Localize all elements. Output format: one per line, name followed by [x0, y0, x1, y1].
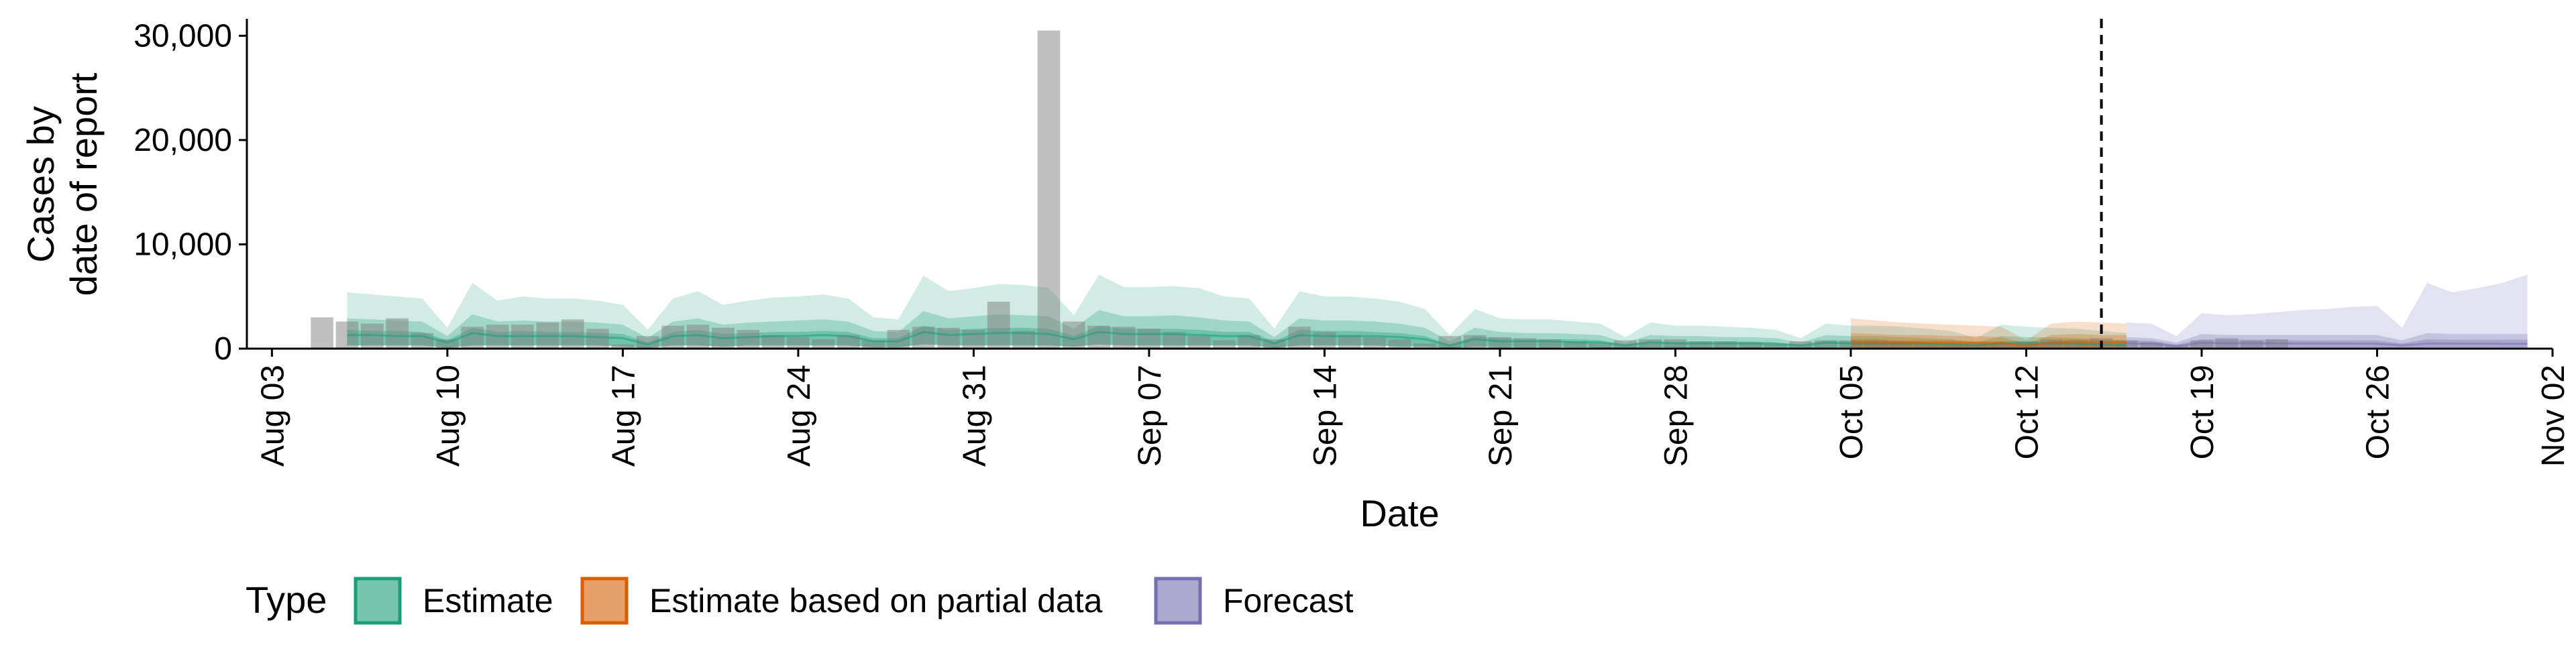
reported-case-bar — [962, 330, 985, 349]
reported-case-bar — [1037, 30, 1061, 349]
reported-case-bar — [2240, 340, 2263, 349]
legend-label: Estimate based on partial data — [649, 582, 1103, 620]
x-tick-label: Aug 17 — [606, 365, 641, 467]
x-tick-label: Oct 05 — [1834, 365, 1870, 459]
reported-case-bar — [1915, 343, 1937, 349]
reported-case-bar — [1313, 332, 1336, 349]
reported-case-bar — [1438, 336, 1461, 349]
median-line-series-1 — [1850, 341, 2127, 347]
reported-case-bar — [1338, 335, 1361, 349]
x-tick-label: Nov 02 — [2536, 365, 2571, 467]
reported-case-bar — [1363, 337, 1386, 349]
reported-case-bar — [1213, 340, 1236, 349]
legend-title: Type — [246, 579, 327, 621]
x-tick-label: Oct 12 — [2010, 365, 2045, 459]
reported-case-bar — [311, 317, 333, 349]
median-line-series-0 — [347, 331, 2127, 347]
reported-case-bar — [987, 302, 1010, 349]
reported-case-bar — [837, 335, 860, 349]
reported-case-bar — [1889, 342, 1913, 349]
reported-case-bar — [1463, 335, 1487, 349]
legend-label: Estimate — [423, 582, 553, 620]
x-tick-label: Aug 24 — [782, 365, 817, 467]
legend-item: Estimate — [354, 577, 553, 625]
legend-key — [580, 577, 629, 625]
reported-case-bar — [1639, 339, 1662, 349]
ribbon-ci90-series-2 — [2126, 274, 2528, 349]
reported-case-bar — [2015, 341, 2038, 349]
reported-case-bar — [937, 327, 960, 349]
x-tick-label: Oct 19 — [2185, 365, 2220, 459]
reported-case-bar — [761, 335, 785, 349]
median-layer — [347, 331, 2528, 347]
x-tick-label: Aug 31 — [957, 365, 992, 467]
x-tick-label: Sep 14 — [1307, 365, 1343, 467]
reported-case-bar — [1187, 336, 1211, 349]
reported-case-bar — [1413, 343, 1436, 349]
reported-case-bar — [2165, 345, 2188, 349]
reported-case-bar — [862, 340, 885, 349]
reported-case-bar — [1513, 338, 1537, 349]
reported-case-bar — [661, 325, 684, 349]
reported-case-bar — [1689, 341, 1712, 349]
reported-case-bar — [1087, 325, 1110, 349]
y-axis-title: Cases bydate of report — [19, 72, 105, 296]
y-tick-label: 0 — [214, 331, 232, 367]
reported-case-bar — [1063, 321, 1085, 349]
reported-case-bar — [1589, 343, 1612, 349]
reported-case-bar — [912, 327, 935, 349]
reported-case-bar — [1138, 329, 1161, 349]
x-tick-label: Aug 10 — [431, 365, 466, 467]
legend-item: Estimate based on partial data — [580, 577, 1103, 625]
reported-case-bar — [561, 319, 584, 349]
reported-case-bar — [1564, 341, 1587, 349]
x-tick-label: Sep 21 — [1483, 365, 1519, 467]
reported-case-bar — [636, 336, 659, 349]
reported-case-bar — [461, 327, 484, 349]
x-tick-label: Oct 26 — [2361, 365, 2396, 459]
reported-case-bar — [386, 318, 409, 349]
reported-case-bar — [1990, 342, 2012, 349]
x-tick-label: Aug 03 — [255, 365, 290, 467]
y-tick-label: 10,000 — [133, 227, 232, 262]
median-line-series-2 — [2126, 341, 2528, 347]
reported-case-bar — [1739, 342, 1762, 349]
legend-label: Forecast — [1223, 582, 1354, 620]
y-tick-label: 30,000 — [133, 18, 232, 54]
legend: Type Estimate Estimate based on partial da… — [246, 577, 1354, 625]
x-tick-label: Sep 28 — [1658, 365, 1694, 467]
reported-case-bar — [1939, 343, 1963, 349]
y-tick-label: 20,000 — [133, 123, 232, 158]
reported-case-bar — [586, 329, 609, 349]
reported-case-bar — [1764, 344, 1787, 349]
x-tick-label: Sep 07 — [1132, 365, 1168, 467]
legend-key — [354, 577, 402, 625]
reported-case-bar — [812, 339, 835, 349]
axes-layer: 0 10,000 20,000 30,000 Aug 03 Aug 10 Aug 17 Aug… — [19, 18, 2571, 534]
reported-case-bar — [1112, 327, 1136, 349]
reported-case-bar — [1714, 341, 1737, 349]
reported-case-bar — [1489, 337, 1511, 349]
y-axis-title-line: date of report — [62, 72, 105, 296]
reported-case-bar — [787, 337, 810, 349]
x-axis-title: Date — [1360, 492, 1439, 534]
reported-case-bar — [737, 330, 759, 349]
reported-case-bar — [611, 344, 635, 349]
ribbon-ci90-series-0 — [347, 274, 2127, 349]
legend-item: Forecast — [1154, 577, 1354, 625]
reported-case-bar — [2140, 342, 2163, 349]
reported-case-bar — [1388, 339, 1411, 349]
y-axis-title-line: Cases by — [19, 106, 62, 262]
legend-key — [1154, 577, 1202, 625]
